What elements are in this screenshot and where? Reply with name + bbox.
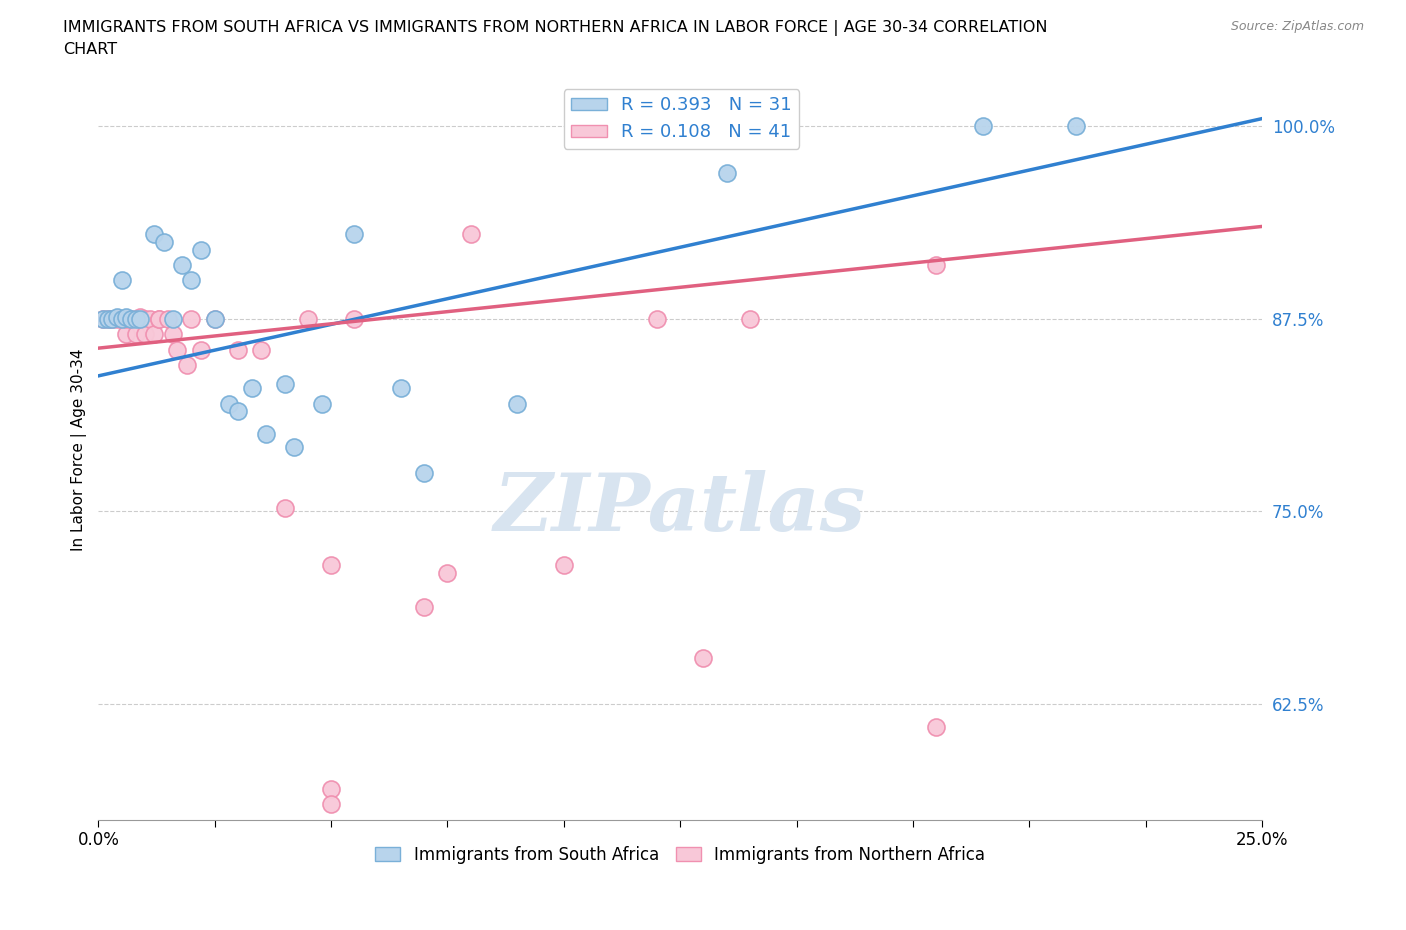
Point <box>692 650 714 665</box>
Point <box>124 312 146 326</box>
Point <box>152 234 174 249</box>
Point <box>111 312 134 326</box>
Point <box>273 376 295 391</box>
Point <box>176 358 198 373</box>
Point <box>97 312 120 326</box>
Point <box>97 312 120 326</box>
Point <box>101 312 124 326</box>
Point <box>319 797 342 812</box>
Point <box>180 312 202 326</box>
Text: IMMIGRANTS FROM SOUTH AFRICA VS IMMIGRANTS FROM NORTHERN AFRICA IN LABOR FORCE |: IMMIGRANTS FROM SOUTH AFRICA VS IMMIGRAN… <box>63 20 1047 36</box>
Point <box>166 342 188 357</box>
Point <box>226 404 249 418</box>
Point <box>319 781 342 796</box>
Point <box>460 227 482 242</box>
Point <box>204 312 226 326</box>
Point <box>115 310 138 325</box>
Point <box>190 242 212 257</box>
Point <box>273 501 295 516</box>
Point <box>129 312 152 326</box>
Point <box>101 312 124 326</box>
Point <box>105 312 128 326</box>
Point <box>389 380 412 395</box>
Point <box>925 258 948 272</box>
Point <box>91 312 114 326</box>
Point <box>111 272 134 287</box>
Point <box>343 312 366 326</box>
Point <box>91 312 114 326</box>
Point <box>553 558 575 573</box>
Point <box>138 312 160 326</box>
Point <box>124 326 146 341</box>
Text: CHART: CHART <box>63 42 117 57</box>
Point <box>134 326 156 341</box>
Point <box>254 427 277 442</box>
Point <box>297 312 319 326</box>
Point <box>925 720 948 735</box>
Point <box>148 312 170 326</box>
Point <box>1064 119 1087 134</box>
Point <box>311 396 333 411</box>
Point <box>645 312 668 326</box>
Point <box>120 312 142 326</box>
Point <box>120 312 142 326</box>
Point <box>436 565 458 580</box>
Point <box>115 312 138 326</box>
Point <box>157 312 180 326</box>
Text: Source: ZipAtlas.com: Source: ZipAtlas.com <box>1230 20 1364 33</box>
Point <box>143 227 166 242</box>
Point <box>129 310 152 325</box>
Point <box>240 380 263 395</box>
Point <box>105 310 128 325</box>
Point <box>162 312 184 326</box>
Point <box>283 439 305 454</box>
Point <box>111 312 134 326</box>
Point <box>134 312 156 326</box>
Point <box>226 342 249 357</box>
Point <box>180 272 202 287</box>
Point <box>115 326 138 341</box>
Point <box>162 326 184 341</box>
Point <box>190 342 212 357</box>
Text: ZIPatlas: ZIPatlas <box>494 471 866 548</box>
Point <box>143 326 166 341</box>
Point <box>319 558 342 573</box>
Point <box>111 312 134 326</box>
Point <box>413 600 436 615</box>
Point <box>716 166 738 180</box>
Point <box>343 227 366 242</box>
Point <box>172 258 194 272</box>
Y-axis label: In Labor Force | Age 30-34: In Labor Force | Age 30-34 <box>72 349 87 551</box>
Point <box>506 396 529 411</box>
Point <box>972 119 994 134</box>
Point <box>148 312 170 326</box>
Point <box>413 466 436 481</box>
Point <box>218 396 240 411</box>
Point <box>738 312 761 326</box>
Point <box>204 312 226 326</box>
Point <box>250 342 273 357</box>
Legend: Immigrants from South Africa, Immigrants from Northern Africa: Immigrants from South Africa, Immigrants… <box>368 839 991 870</box>
